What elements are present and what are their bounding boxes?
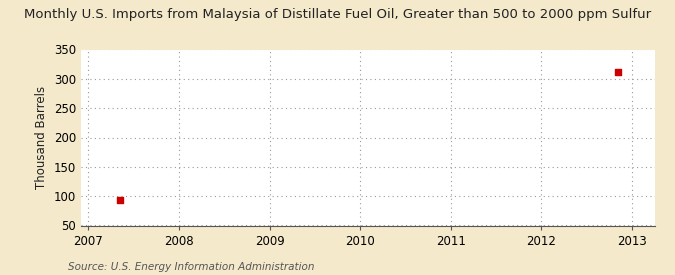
Text: Monthly U.S. Imports from Malaysia of Distillate Fuel Oil, Greater than 500 to 2: Monthly U.S. Imports from Malaysia of Di… <box>24 8 651 21</box>
Point <box>613 70 624 75</box>
Text: Source: U.S. Energy Information Administration: Source: U.S. Energy Information Administ… <box>68 262 314 272</box>
Point <box>115 198 126 202</box>
Y-axis label: Thousand Barrels: Thousand Barrels <box>35 86 49 189</box>
